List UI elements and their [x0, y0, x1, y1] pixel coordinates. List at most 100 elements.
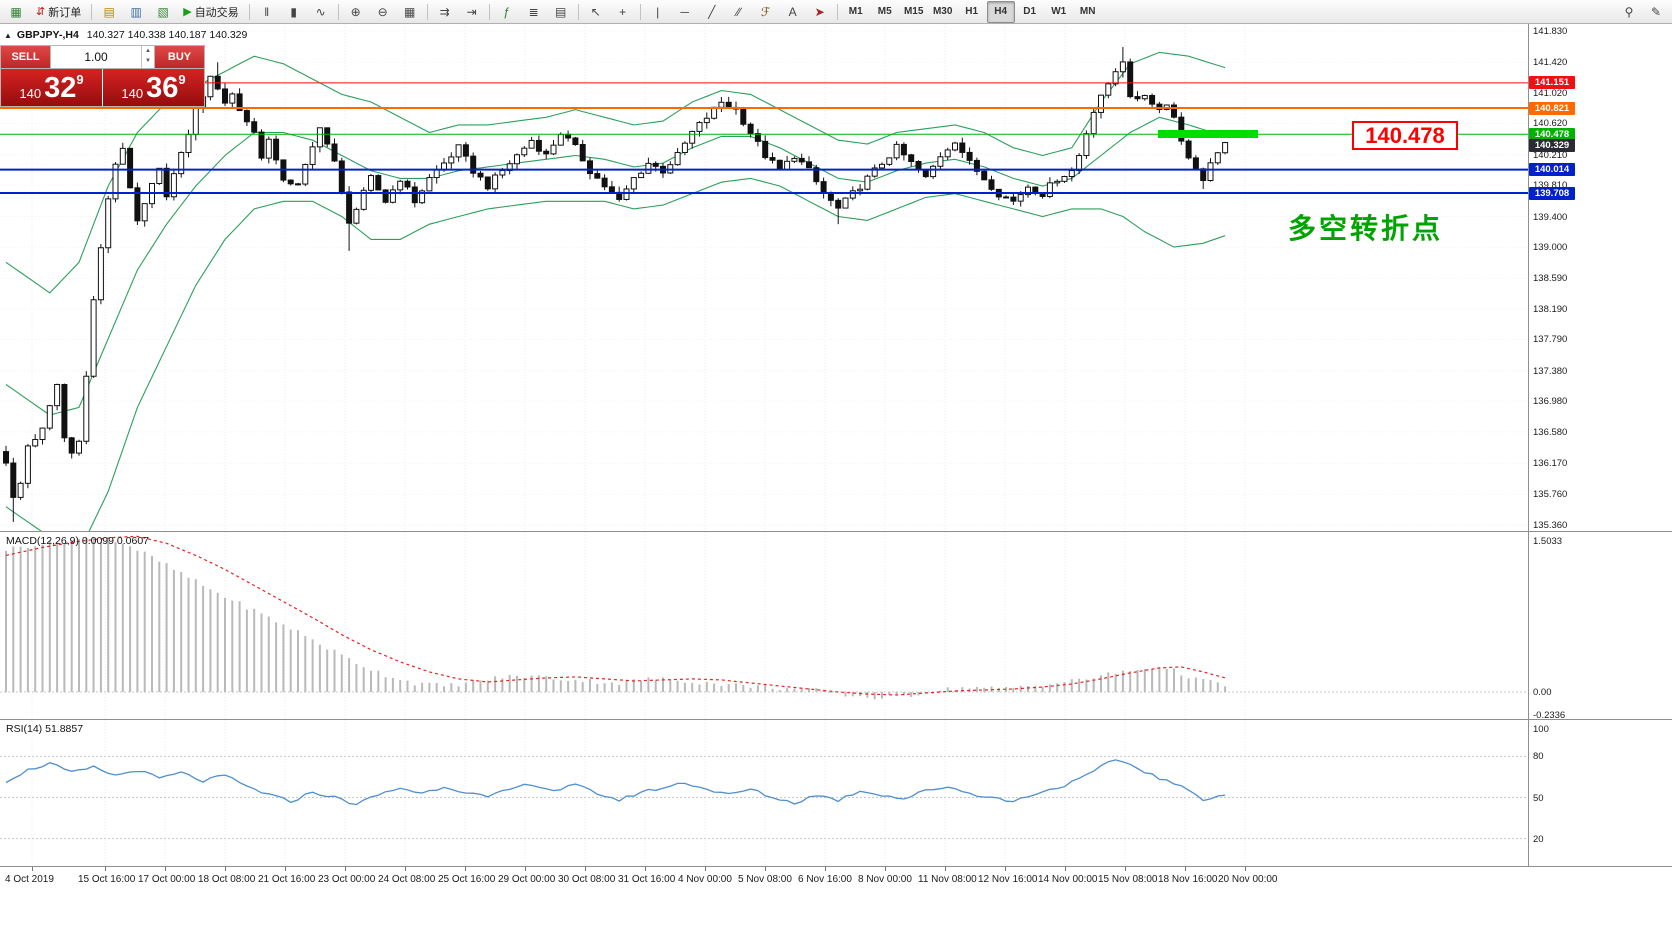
- buy-button[interactable]: BUY: [155, 46, 204, 68]
- timeframe-h1-icon: H1: [965, 6, 979, 17]
- volume-down-icon[interactable]: ▼: [145, 58, 151, 64]
- candles-layer: [3, 47, 1229, 522]
- new-order-button[interactable]: ⇵ 新订单: [30, 1, 87, 23]
- sell-button[interactable]: SELL: [1, 46, 50, 68]
- axis-tick-label: 0.00: [1533, 687, 1552, 698]
- auto-trading-button[interactable]: ▶ 自动交易: [177, 1, 244, 23]
- timeframe-m30-button[interactable]: M30: [929, 1, 957, 23]
- toolbar-separator: [639, 3, 641, 20]
- indicators-button[interactable]: ƒ: [494, 1, 520, 23]
- timeframe-m5-button[interactable]: M5: [871, 1, 899, 23]
- rsi-label: RSI(14) 51.8857: [6, 723, 83, 735]
- new-chart-icon: ▦: [10, 4, 22, 19]
- time-tick-label: 30 Oct 08:00: [558, 874, 616, 885]
- bar-chart-icon: ‖: [264, 4, 270, 19]
- timeframe-w1-button[interactable]: W1: [1045, 1, 1073, 23]
- auto-scroll-button[interactable]: ⇉: [432, 1, 458, 23]
- axis-tick-label: 135.360: [1533, 520, 1568, 531]
- collapse-panel-icon[interactable]: ▲: [4, 31, 12, 40]
- crosshair-button[interactable]: +: [610, 1, 636, 23]
- panel-resize-handle[interactable]: [0, 719, 1672, 720]
- timeframe-mn-button[interactable]: MN: [1074, 1, 1102, 23]
- time-tick: [945, 867, 946, 871]
- price-axis[interactable]: 141.830 141.420 141.020 140.620 140.210 139.8…: [1528, 24, 1672, 917]
- text-button[interactable]: A: [780, 1, 806, 23]
- time-tick-label: 18 Nov 16:00: [1158, 874, 1218, 885]
- bollinger-lower: [5, 177, 1226, 531]
- time-tick-label: 14 Nov 00:00: [1038, 874, 1098, 885]
- time-tick: [1245, 867, 1246, 871]
- arrows-button[interactable]: ➤: [807, 1, 833, 23]
- cursor-button[interactable]: ↖: [583, 1, 609, 23]
- time-tick: [585, 867, 586, 871]
- navigator-button[interactable]: ▧: [150, 1, 176, 23]
- timeframe-h4-button[interactable]: H4: [986, 0, 1015, 23]
- highlight-bar[interactable]: [1158, 130, 1258, 138]
- toolbar-separator: [577, 3, 579, 20]
- timeframe-h1-button[interactable]: H1: [958, 1, 986, 23]
- axis-tick-label: 139.000: [1533, 242, 1568, 254]
- time-axis[interactable]: 4 Oct 2019 15 Oct 16:00 17 Oct 00:00 18 Oct…: [0, 867, 1528, 895]
- zoom-out-button[interactable]: ⊖: [370, 1, 396, 23]
- find-symbol-button[interactable]: ⚲: [1616, 1, 1642, 23]
- new-chart-button[interactable]: ▦: [3, 1, 29, 23]
- note-text[interactable]: 多空转折点: [1288, 213, 1444, 244]
- data-window-button[interactable]: ▥: [123, 1, 149, 23]
- time-tick: [525, 867, 526, 871]
- macd-panel-canvas[interactable]: [0, 532, 1528, 719]
- line-chart-button[interactable]: ∿: [308, 1, 334, 23]
- quick-edit-button[interactable]: ✎: [1643, 1, 1669, 23]
- trendline-button[interactable]: ╱: [699, 1, 725, 23]
- toolbar-separator: [426, 3, 428, 20]
- templates-button[interactable]: ▤: [548, 1, 574, 23]
- market-watch-button[interactable]: ▤: [96, 1, 122, 23]
- panel-resize-handle[interactable]: [0, 866, 1672, 867]
- line-chart-icon: ∿: [315, 4, 326, 19]
- time-tick-label: 5 Nov 08:00: [738, 874, 792, 885]
- volume-value[interactable]: 1.00: [84, 50, 108, 64]
- time-tick: [1125, 867, 1126, 871]
- axis-tick-label: 141.020: [1533, 87, 1568, 99]
- zoom-in-button[interactable]: ⊕: [343, 1, 369, 23]
- bar-chart-button[interactable]: ‖: [254, 1, 280, 23]
- axis-tick-label: 136.980: [1533, 396, 1568, 408]
- time-tick-label: 20 Nov 00:00: [1218, 874, 1278, 885]
- panel-resize-handle[interactable]: [0, 531, 1672, 532]
- tile-windows-button[interactable]: ▦: [397, 1, 423, 23]
- axis-tick-label: 139.400: [1533, 211, 1568, 223]
- timeframe-d1-button[interactable]: D1: [1016, 1, 1044, 23]
- time-tick-label: 18 Oct 08:00: [198, 874, 256, 885]
- time-tick: [465, 867, 466, 871]
- volume-up-icon[interactable]: ▲: [145, 48, 151, 54]
- channel-button[interactable]: ∕∕: [726, 1, 752, 23]
- one-click-sell-button[interactable]: 140 32 9: [1, 69, 102, 106]
- toolbar-separator: [488, 3, 490, 20]
- market-watch-icon: ▤: [103, 4, 115, 19]
- auto-scroll-icon: ⇉: [439, 4, 450, 19]
- timeframe-m1-button[interactable]: M1: [842, 1, 870, 23]
- time-tick-label: 8 Nov 00:00: [858, 874, 912, 885]
- rsi-line: [5, 759, 1226, 806]
- volume-stepper[interactable]: ▲ ▼: [141, 46, 154, 68]
- periods-button[interactable]: ≣: [521, 1, 547, 23]
- rsi-panel-canvas[interactable]: [0, 720, 1528, 866]
- fibonacci-button[interactable]: ℱ: [753, 1, 779, 23]
- timeframe-m15-button[interactable]: M15: [900, 1, 928, 23]
- chart-shift-button[interactable]: ⇥: [459, 1, 485, 23]
- horizontal-line-button[interactable]: ─: [672, 1, 698, 23]
- axis-tick-label: 138.190: [1533, 303, 1568, 315]
- candle-chart-button[interactable]: ▮: [281, 1, 307, 23]
- timeframe-mn-icon: MN: [1079, 6, 1096, 17]
- time-tick: [1065, 867, 1066, 871]
- axis-tick-label: 137.790: [1533, 334, 1568, 346]
- volume-field[interactable]: 1.00 ▲ ▼: [50, 46, 155, 68]
- chart-window[interactable]: 141.830 141.420 141.020 140.620 140.210 139.8…: [0, 24, 1672, 949]
- price-chart-canvas[interactable]: [0, 24, 1528, 531]
- price-callout[interactable]: 140.478: [1352, 121, 1458, 150]
- one-click-buy-button[interactable]: 140 36 9: [103, 69, 204, 106]
- time-tick: [32, 867, 33, 871]
- vertical-line-button[interactable]: |: [645, 1, 671, 23]
- axis-tick-label: -0.2336: [1533, 710, 1566, 722]
- timeframe-m1-icon: M1: [848, 6, 863, 17]
- quick-edit-icon: ✎: [1650, 4, 1662, 19]
